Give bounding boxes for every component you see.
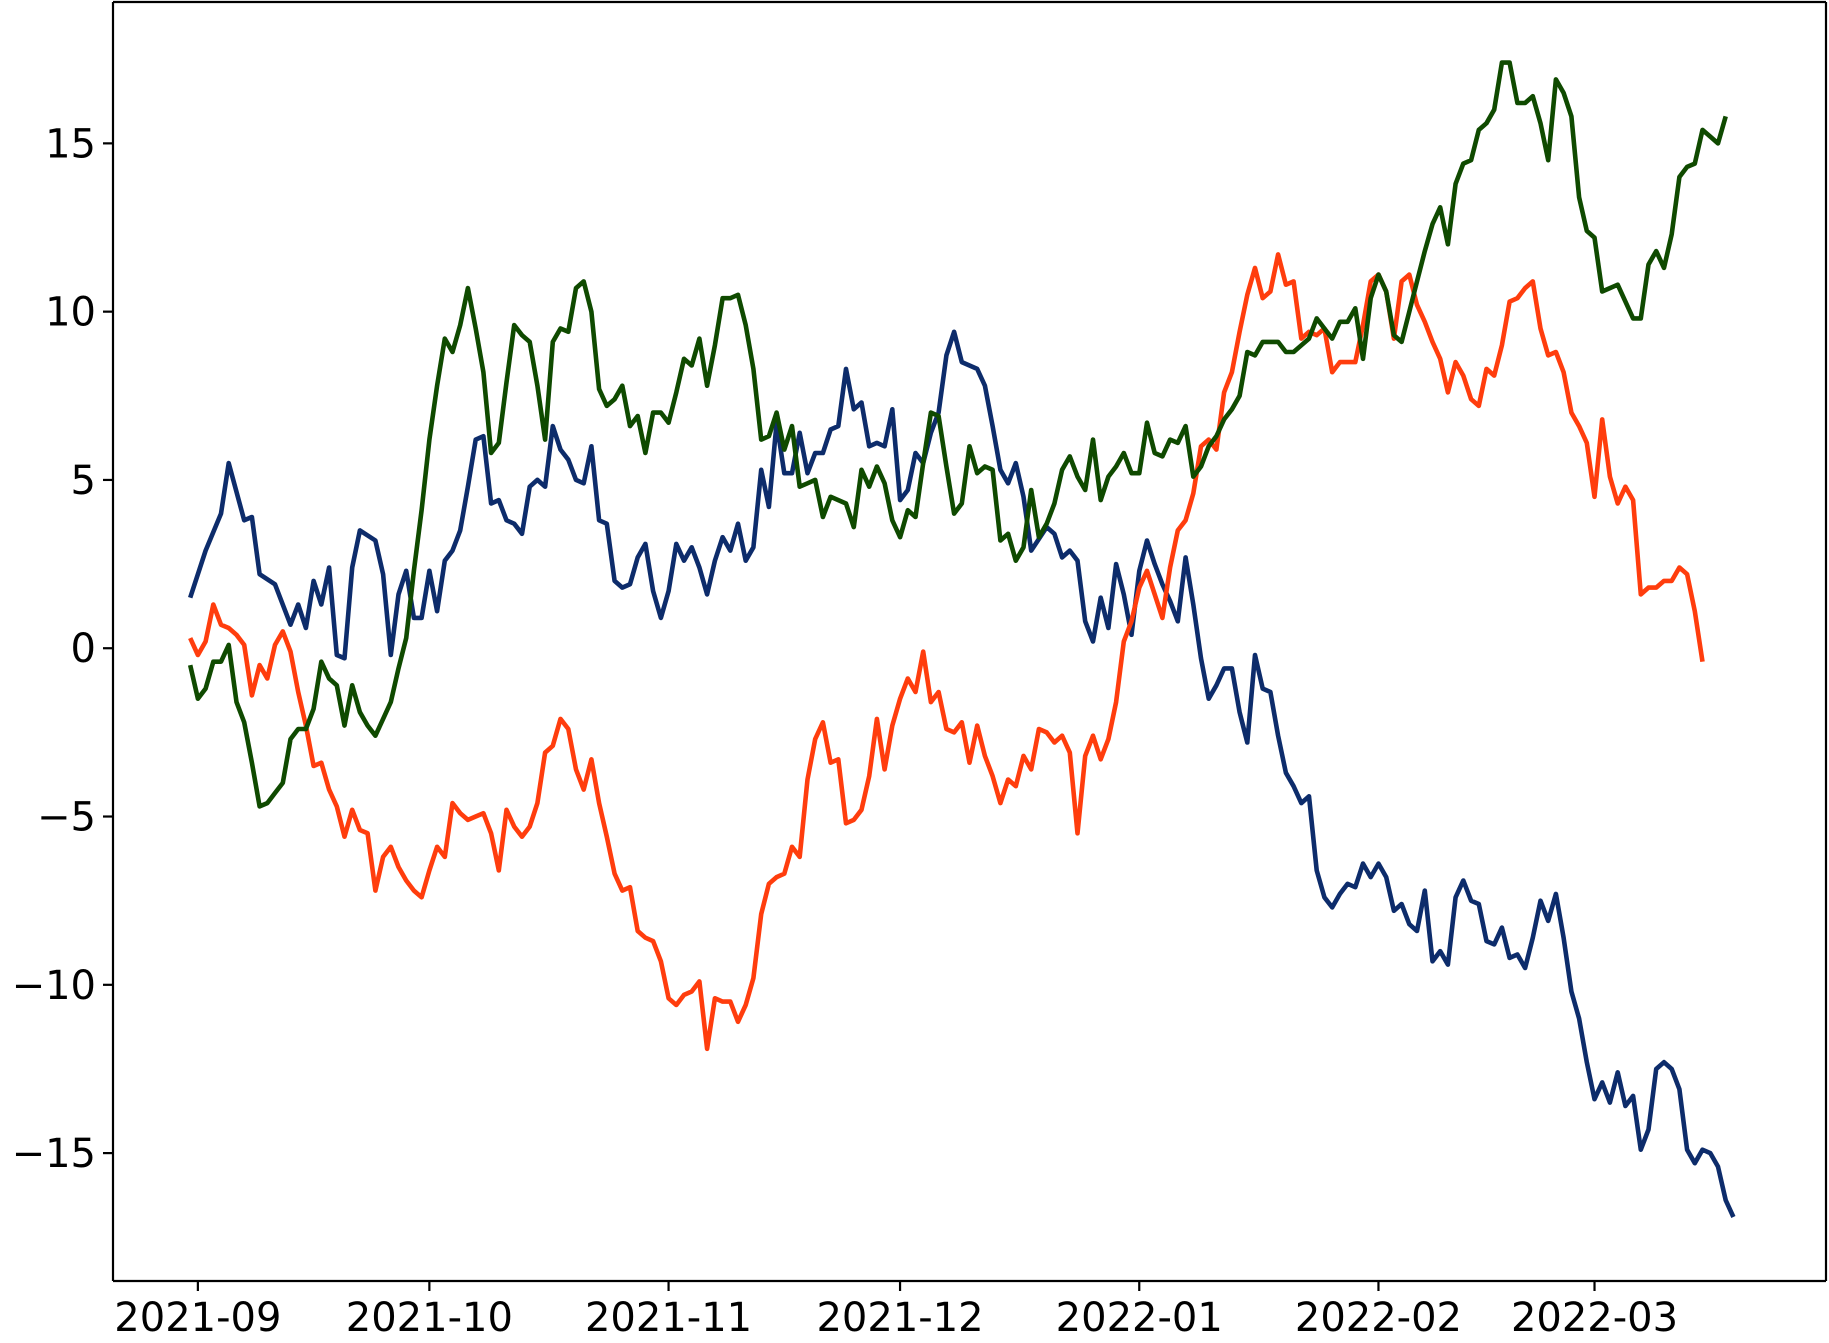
y-tick-label: 10 [45,290,96,336]
y-tick-label: −5 [37,795,96,841]
x-tick-label: 2022-02 [1295,1295,1462,1341]
y-tick-label: 5 [71,458,96,504]
x-tick-label: 2022-01 [1056,1295,1223,1341]
y-tick-label: 0 [71,626,96,672]
x-tick-label: 2021-09 [114,1295,281,1341]
y-tick-label: −10 [12,963,96,1009]
series-line-1 [188,329,1736,1218]
y-tick-label: 15 [45,121,96,167]
axes-layer [111,0,1828,1283]
series-layer [187,60,1736,1218]
ticks-layer: 2021-09 2021-10 2021-11 2021-12 2022-01 2022-… [12,121,1679,1341]
x-tick-label: 2021-10 [346,1295,513,1341]
series-line-3 [187,60,1728,809]
x-tick-label: 2021-11 [585,1295,752,1341]
series-line-2 [188,252,1705,1052]
y-tick-label: −15 [12,1131,96,1177]
x-tick-label: 2021-12 [816,1295,983,1341]
x-tick-label: 2022-03 [1511,1295,1678,1341]
